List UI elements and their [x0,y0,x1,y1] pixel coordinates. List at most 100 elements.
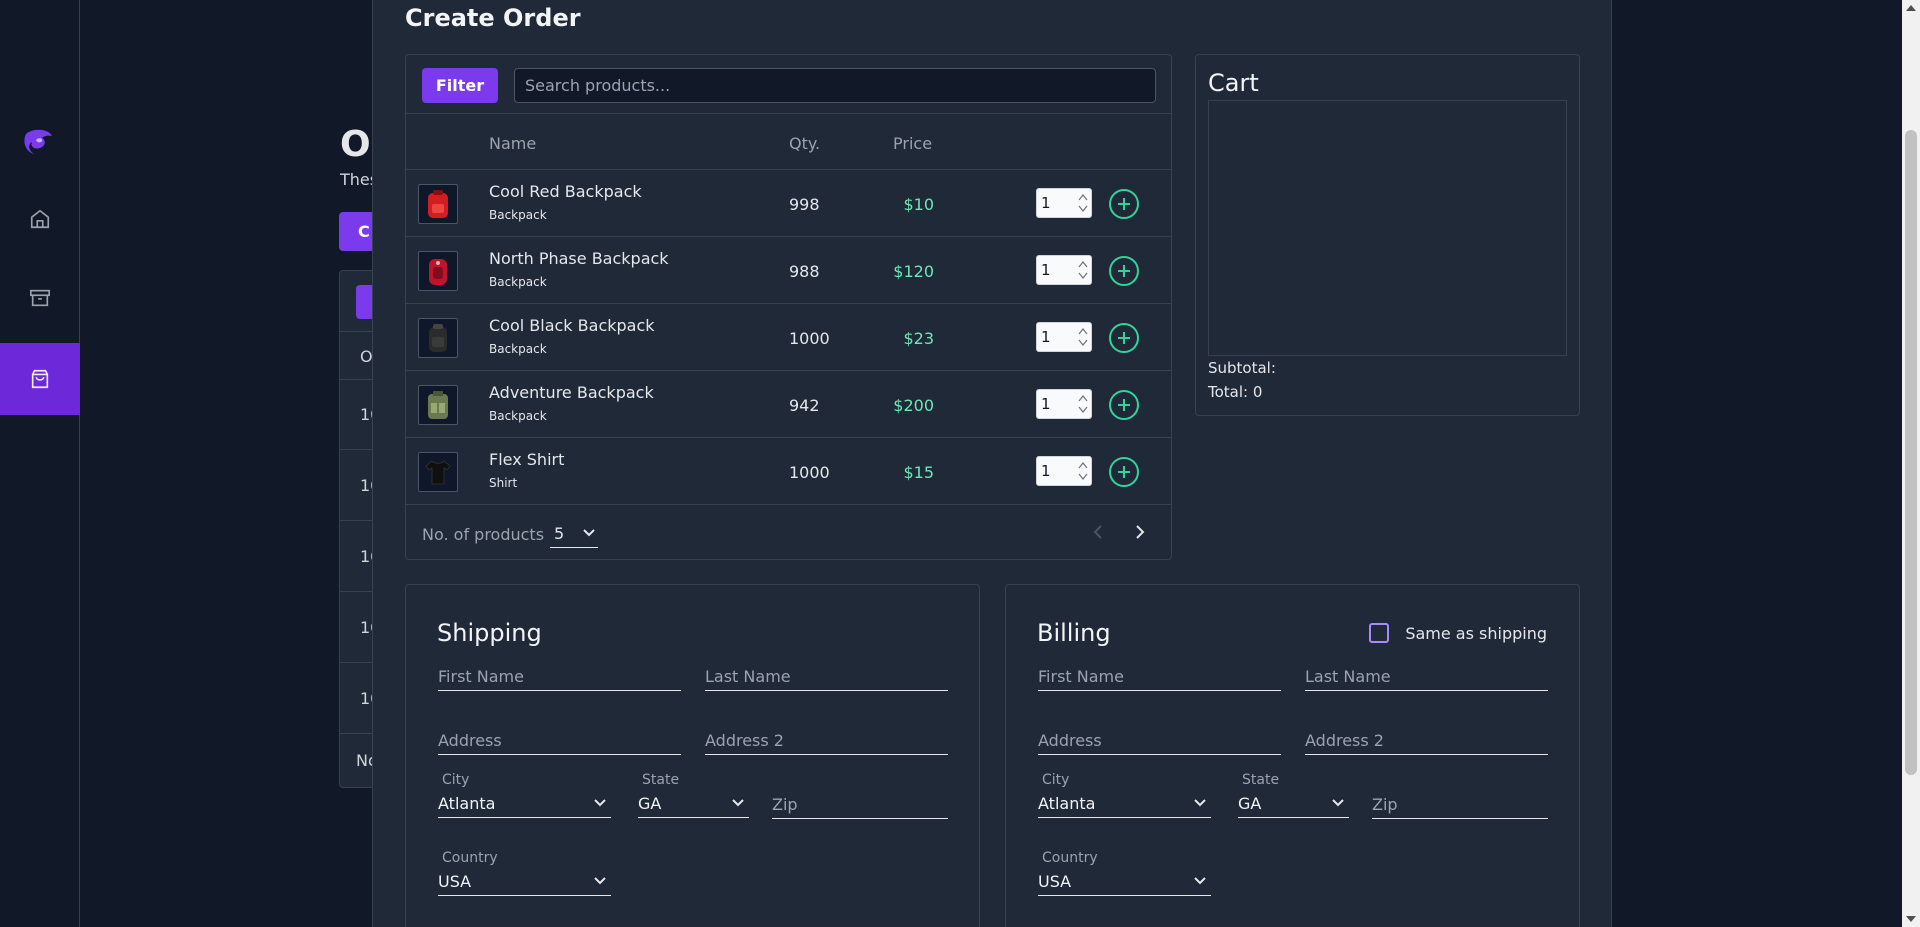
plus-circle-icon [1118,399,1130,411]
product-price: $15 [903,463,934,482]
billing-first-name-field[interactable]: First Name [1038,663,1281,691]
product-price: $10 [903,195,934,214]
spinner-arrows-icon[interactable] [1078,460,1088,482]
quantity-stepper[interactable] [1036,389,1092,419]
product-row: North Phase Backpack Backpack 988 $120 [406,237,1171,304]
scrollbar-thumb[interactable] [1905,130,1917,775]
shipping-state-label: State [642,772,680,788]
add-to-cart-button[interactable] [1109,390,1139,420]
shipping-panel: Shipping First Name Last Name Address Ad… [405,584,980,927]
billing-zip-field[interactable]: Zip [1372,791,1548,819]
same-as-shipping-checkbox[interactable] [1369,623,1390,643]
product-stock: 1000 [789,463,830,482]
billing-state-select[interactable]: GA [1238,792,1349,818]
page-subtitle: Thes [340,170,379,189]
product-thumbnail [418,184,458,224]
chevron-right-icon[interactable] [1132,523,1148,541]
product-category: Backpack [489,208,547,222]
column-header-name: Name [489,134,537,153]
shipping-last-name-field[interactable]: Last Name [705,663,948,691]
cart-title: Cart [1208,69,1259,97]
product-stock: 988 [789,262,820,281]
billing-city-label: City [1042,772,1070,788]
same-as-shipping-label: Same as shipping [1405,623,1547,643]
create-order-modal: Create Order Filter Name Qty. Price Cool… [372,0,1612,927]
product-thumbnail [418,452,458,492]
page-size-select[interactable]: 5 [550,522,598,548]
table-header-cell: O [360,347,373,366]
shipping-city-select[interactable]: Atlanta [438,792,611,818]
add-to-cart-button[interactable] [1109,256,1139,286]
product-price: $200 [893,396,934,415]
shipping-country-select[interactable]: USA [438,870,611,896]
spinner-arrows-icon[interactable] [1078,259,1088,281]
chevron-left-icon[interactable] [1090,523,1106,541]
nav-inventory[interactable] [0,262,80,334]
product-name: Adventure Backpack [489,383,654,402]
billing-last-name-field[interactable]: Last Name [1305,663,1548,691]
shipping-first-name-field[interactable]: First Name [438,663,681,691]
quantity-stepper[interactable] [1036,188,1092,218]
shipping-country-label: Country [442,850,498,866]
chevron-down-icon [594,877,606,885]
product-row: Adventure Backpack Backpack 942 $200 [406,371,1171,438]
shipping-address2-field[interactable]: Address 2 [705,727,948,755]
product-name: Cool Red Backpack [489,182,642,201]
chevron-down-icon [583,529,595,537]
search-products-input[interactable] [514,68,1156,103]
shipping-state-value: GA [638,794,662,813]
nav-orders[interactable] [0,343,80,415]
billing-address2-field[interactable]: Address 2 [1305,727,1548,755]
home-icon [30,209,50,229]
chevron-down-icon [594,799,606,807]
billing-country-value: USA [1038,872,1072,891]
shipping-address-field[interactable]: Address [438,727,681,755]
billing-title: Billing [1037,619,1111,647]
column-header-qty: Qty. [789,134,821,153]
archive-icon [30,289,50,307]
filter-button[interactable]: Filter [422,68,498,103]
plus-circle-icon [1118,265,1130,277]
logo-icon[interactable] [22,126,56,160]
spinner-arrows-icon[interactable] [1078,326,1088,348]
chevron-down-icon [1332,799,1344,807]
product-thumbnail [418,318,458,358]
spinner-arrows-icon[interactable] [1078,393,1088,415]
billing-city-select[interactable]: Atlanta [1038,792,1211,818]
shopping-bag-icon [31,369,49,389]
products-panel: Filter Name Qty. Price Cool Red Backpack… [405,54,1172,560]
cart-items-area [1208,100,1567,356]
page-size-value: 5 [554,524,565,543]
modal-title: Create Order [405,4,581,32]
shipping-title: Shipping [437,619,542,647]
product-name: North Phase Backpack [489,249,669,268]
billing-address-field[interactable]: Address [1038,727,1281,755]
product-price: $120 [893,262,934,281]
quantity-stepper[interactable] [1036,456,1092,486]
shipping-country-value: USA [438,872,472,891]
page-size-label: No. of products [422,525,545,544]
add-to-cart-button[interactable] [1109,323,1139,353]
nav-home[interactable] [0,183,80,255]
product-name: Flex Shirt [489,450,565,469]
product-row: Flex Shirt Shirt 1000 $15 [406,438,1171,505]
quantity-stepper[interactable] [1036,322,1092,352]
add-to-cart-button[interactable] [1109,189,1139,219]
cart-panel: Cart Subtotal: Total: 0 [1195,54,1580,416]
billing-state-label: State [1242,772,1280,788]
billing-country-select[interactable]: USA [1038,870,1211,896]
shipping-zip-field[interactable]: Zip [772,791,948,819]
quantity-stepper[interactable] [1036,255,1092,285]
billing-state-value: GA [1238,794,1262,813]
same-as-shipping-toggle[interactable]: Same as shipping [1369,623,1547,643]
scroll-down-icon[interactable] [1906,916,1916,922]
spinner-arrows-icon[interactable] [1078,192,1088,214]
product-thumbnail [418,251,458,291]
scroll-up-icon[interactable] [1906,5,1916,11]
add-to-cart-button[interactable] [1109,457,1139,487]
nav-rail [0,0,80,927]
page-scrollbar[interactable] [1902,0,1920,927]
column-header-price: Price [893,134,933,153]
product-stock: 1000 [789,329,830,348]
shipping-state-select[interactable]: GA [638,792,749,818]
